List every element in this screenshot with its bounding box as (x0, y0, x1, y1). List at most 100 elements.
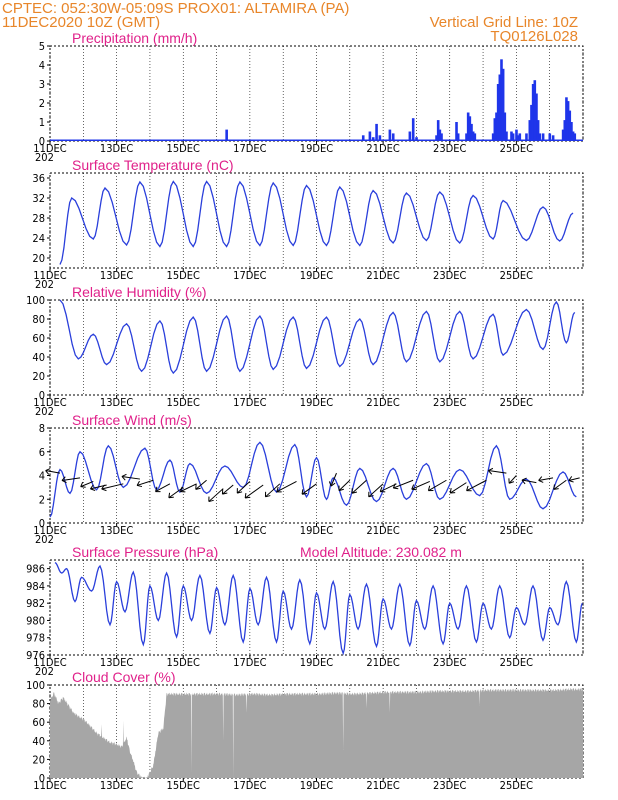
wind-vector-head (208, 496, 214, 503)
y-tick-label: 6 (39, 446, 45, 459)
x-tick-label: 17DEC (233, 779, 266, 792)
x-tick-label: 13DEC (100, 269, 133, 282)
precip-bar (415, 137, 418, 141)
x-tick-label: 23DEC (433, 142, 466, 155)
x-tick-label: 15DEC (167, 269, 200, 282)
x-tick-label: 13DEC (100, 779, 133, 792)
precip-bar (500, 59, 503, 141)
wind-vector-head (351, 488, 358, 494)
wind-vector-head (411, 484, 417, 491)
x-tick-label: 21DEC (366, 524, 399, 537)
y-tick-label: 28 (32, 212, 45, 225)
x-tick-label: 13DEC (100, 396, 133, 409)
precip-bar (496, 84, 500, 141)
x-tick-label: 11DEC (33, 269, 66, 282)
wind-vector (338, 479, 351, 492)
x-tick-label: 23DEC (433, 396, 466, 409)
wind-vector-head (195, 484, 201, 490)
x-tick-label: 11DEC (33, 779, 66, 792)
y-tick-label: 20 (32, 252, 45, 265)
model-altitude: Model Altitude: 230.082 m (300, 544, 462, 560)
wind-vector-head (338, 485, 344, 492)
y-tick-label: 982 (26, 597, 45, 610)
wind-vector (428, 479, 447, 492)
x-tick-label: 13DEC (100, 524, 133, 537)
x-tick-label: 11DEC (33, 524, 66, 537)
y-tick-label: 2 (39, 493, 45, 506)
x-tick-label: 15DEC (167, 779, 200, 792)
wind-vector (136, 479, 154, 486)
rh-series-line (59, 299, 576, 375)
y-tick-label: 60 (32, 332, 45, 345)
precip-bar (438, 129, 442, 141)
x-tick-label: 21DEC (366, 396, 399, 409)
y-tick-label: 2 (39, 97, 45, 110)
precip-bar (466, 112, 470, 141)
precip-bar (525, 133, 528, 141)
y-tick-label: 24 (32, 232, 45, 245)
panel-wind: 0 2 4 6 8 11DEC 13DEC 15DEC 17DEC 19DEC 21DEC 23DEC… (33, 412, 584, 546)
precip-bar (471, 131, 475, 141)
wind-vector (195, 479, 207, 490)
wind-vector-head (379, 486, 386, 493)
pres-series-line (54, 562, 583, 656)
wind-vector (521, 479, 537, 484)
precip-bar (498, 74, 502, 141)
wind-vector (61, 477, 81, 481)
panels: 0 1 2 3 4 5 11DEC 13DEC 15DEC 17DEC 19DEC 21DEC 23DE… (26, 30, 584, 792)
x-tick-label: 19DEC (300, 779, 333, 792)
y-tick-label: 980 (26, 614, 45, 627)
precip-bar (533, 80, 537, 141)
x-tick-label: 25DEC (500, 396, 533, 409)
precip-bar (436, 120, 440, 141)
y-tick-label: 80 (32, 698, 45, 711)
x-tick-label: 21DEC (366, 269, 399, 282)
wind-vector-head (508, 478, 515, 484)
wind-vector (466, 479, 487, 492)
wind-vector (568, 477, 580, 481)
wind-vector-head (392, 483, 399, 490)
wind-vector (488, 470, 507, 474)
x-year-stub: 202 (35, 151, 54, 164)
x-tick-label: 21DEC (366, 656, 399, 669)
y-tick-label: 1 (39, 116, 45, 129)
precip-bar (468, 116, 472, 141)
precip-bar (561, 129, 565, 141)
cloud-cover-area (50, 687, 583, 778)
wind-vector-head (45, 468, 51, 475)
x-tick-label: 25DEC (500, 142, 533, 155)
x-tick-label: 21DEC (366, 779, 399, 792)
y-tick-label: 3 (39, 78, 45, 91)
y-tick-label: 986 (26, 563, 45, 576)
precip-bar (503, 112, 507, 141)
wind-vector (155, 483, 171, 493)
x-tick-label: 19DEC (300, 656, 333, 669)
x-tick-label: 21DEC (366, 142, 399, 155)
y-tick-label: 40 (32, 351, 45, 364)
header-location: CPTEC: 052:30W-05:09S PROX01: ALTAMIRA (… (2, 0, 349, 17)
precip-bar (456, 133, 460, 141)
x-tick-label: 25DEC (500, 656, 533, 669)
wind-vector (393, 479, 414, 489)
y-tick-label: 36 (32, 172, 45, 185)
precip-bar (495, 112, 498, 141)
wind-vector-head (328, 481, 336, 487)
precip-bar (501, 68, 505, 141)
y-tick-label: 4 (39, 59, 45, 72)
panel-title-wind: Surface Wind (m/s) (72, 412, 192, 428)
wind-vector (449, 482, 467, 494)
wind-vector-head (121, 473, 127, 481)
wind-vector-head (449, 488, 456, 494)
y-tick-label: 5 (39, 40, 45, 53)
wind-vector (276, 480, 297, 493)
wind-series-line (49, 441, 577, 518)
panel-frame (49, 299, 584, 396)
y-tick-label: 984 (26, 580, 45, 593)
precip-bar (528, 120, 532, 141)
wind-vector-head (90, 484, 96, 491)
panel-temp: 20 24 28 32 36 11DEC 13DEC 15DEC 17DEC 19DEC 21DEC… (32, 157, 584, 291)
precip-bar (371, 137, 375, 141)
panel-pres: 976 978 980 982 984 986 11DEC 13DEC 15DEC 17DEC 19… (26, 544, 584, 678)
wind-vector-head (427, 485, 434, 492)
precip-bar (515, 129, 518, 141)
